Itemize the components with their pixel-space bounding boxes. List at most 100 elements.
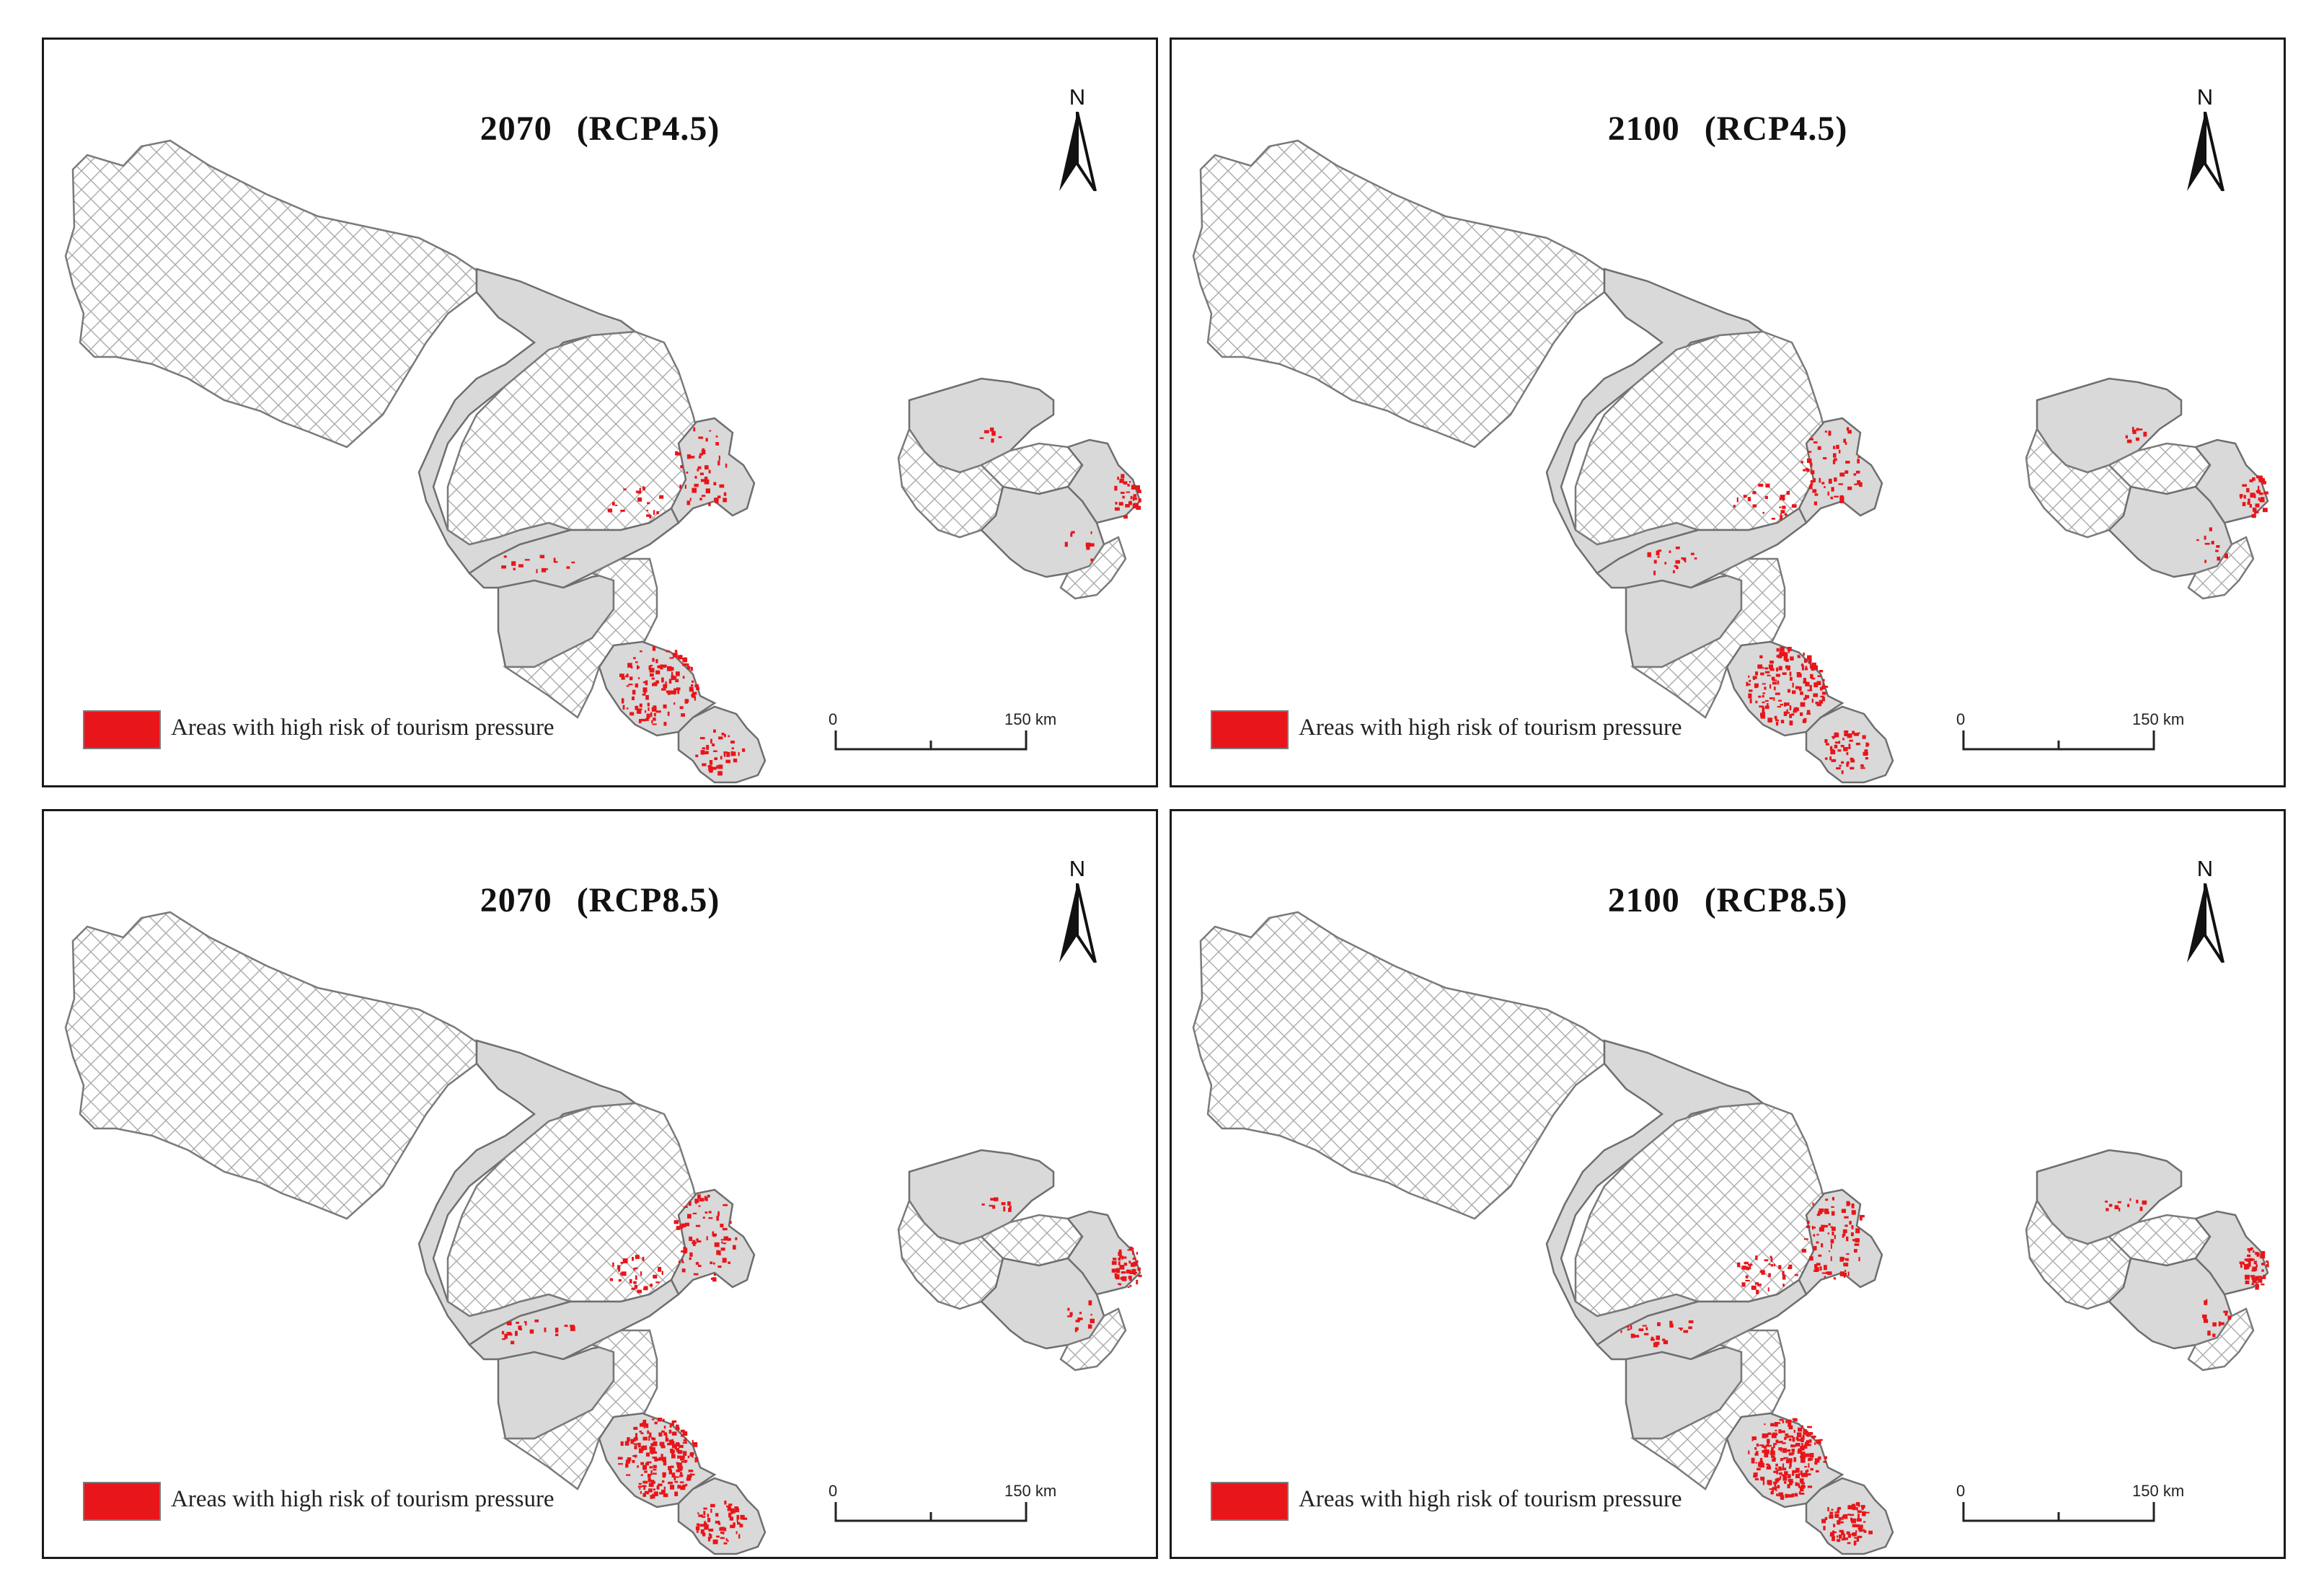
panel-title: 2100 (RCP8.5) [1172, 880, 2284, 920]
risk-patch [1833, 1277, 1836, 1280]
risk-patch [1777, 680, 1780, 685]
risk-patch [710, 1509, 712, 1513]
risk-patch [2202, 1315, 2207, 1318]
risk-patch [1788, 1478, 1793, 1482]
north-arrow-icon [1059, 883, 1097, 963]
risk-patch [534, 1319, 539, 1322]
risk-patch [1806, 712, 1811, 715]
risk-patch [622, 705, 625, 710]
risk-patch [717, 495, 721, 498]
risk-patch [1772, 1490, 1774, 1494]
risk-patch [1762, 1450, 1765, 1453]
risk-patch [697, 1194, 701, 1199]
risk-patch [506, 1321, 512, 1325]
risk-patch [1663, 1340, 1669, 1345]
risk-patch [1776, 1469, 1779, 1475]
risk-patch [1129, 1271, 1134, 1274]
risk-patch [702, 448, 705, 454]
risk-patch [683, 1451, 687, 1456]
risk-patch [1821, 482, 1825, 485]
risk-patch [668, 1466, 671, 1470]
risk-patch [650, 1470, 653, 1475]
risk-patch [679, 1474, 684, 1478]
risk-patch [720, 1531, 723, 1534]
risk-patch [1792, 1449, 1795, 1455]
risk-patch [1754, 683, 1759, 688]
risk-patch [1137, 490, 1141, 493]
risk-patch [544, 1328, 547, 1333]
risk-patch [1789, 1419, 1792, 1424]
risk-patch [2117, 1201, 2121, 1203]
risk-patch [706, 1196, 708, 1201]
risk-patch [1805, 666, 1808, 669]
risk-patch [652, 723, 657, 725]
risk-patch [671, 1431, 677, 1436]
scale-bar-line [834, 1502, 1028, 1522]
risk-patch [1837, 749, 1842, 752]
risk-patch [1806, 1473, 1811, 1476]
risk-patch [650, 1447, 655, 1452]
risk-patch [676, 1448, 680, 1452]
risk-patch [1784, 1471, 1788, 1476]
risk-patch [1647, 552, 1651, 557]
risk-patch [1825, 1198, 1829, 1201]
risk-patch [1824, 1456, 1827, 1459]
risk-patch [2249, 1258, 2253, 1261]
risk-patch [2239, 494, 2243, 498]
risk-patch [709, 768, 713, 773]
risk-patch [1839, 472, 1845, 477]
risk-patch [1757, 1284, 1762, 1286]
risk-patch [1762, 683, 1766, 685]
risk-patch [2261, 1284, 2265, 1286]
risk-patch [984, 430, 989, 433]
risk-patch [1744, 1261, 1749, 1265]
risk-patch [2247, 1254, 2251, 1258]
risk-patch [1839, 1256, 1844, 1262]
risk-patch [1859, 482, 1863, 487]
risk-patch [1776, 667, 1779, 672]
risk-patch [1827, 1507, 1829, 1511]
risk-patch [645, 1490, 649, 1494]
risk-patch [1790, 676, 1793, 681]
risk-patch [1764, 1423, 1766, 1426]
risk-patch [1756, 1443, 1759, 1447]
risk-patch [1780, 515, 1782, 520]
risk-patch [663, 1418, 665, 1422]
risk-patch [642, 1465, 647, 1470]
risk-patch [1823, 686, 1829, 688]
risk-patch [1775, 1486, 1777, 1491]
risk-patch [1842, 1257, 1845, 1260]
risk-patch [1850, 759, 1855, 763]
risk-patch [1764, 686, 1767, 690]
risk-patch [536, 569, 538, 573]
risk-patch [640, 1432, 644, 1434]
risk-patch [692, 680, 694, 683]
risk-patch [666, 650, 670, 653]
risk-patch [1852, 1532, 1857, 1537]
risk-patch [721, 1241, 723, 1244]
risk-patch [1846, 1531, 1850, 1534]
risk-patch [653, 1491, 658, 1496]
risk-patch [1847, 1505, 1853, 1510]
risk-patch [687, 1474, 691, 1478]
risk-patch [1122, 495, 1125, 499]
risk-patch [692, 487, 697, 493]
risk-patch [1855, 1238, 1860, 1243]
risk-patch [722, 1532, 725, 1534]
risk-patch [1829, 746, 1833, 751]
risk-patch [1136, 485, 1140, 490]
risk-patch [1819, 699, 1824, 704]
risk-patch [1136, 1252, 1138, 1255]
risk-patch [653, 681, 658, 686]
risk-patch [699, 1198, 704, 1202]
risk-patch [1774, 686, 1776, 691]
risk-patch [2244, 1264, 2248, 1270]
risk-patch [699, 1524, 704, 1527]
risk-patch [728, 1238, 731, 1240]
risk-patch [620, 509, 625, 512]
risk-patch [1810, 470, 1815, 474]
risk-patch [1830, 1226, 1833, 1228]
north-arrow: N [1046, 84, 1108, 200]
risk-patch [670, 1485, 675, 1490]
risk-patch [1861, 1505, 1865, 1509]
